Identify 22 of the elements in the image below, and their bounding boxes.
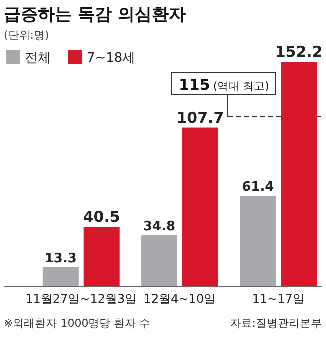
x-tick-label: 11월27일~12월3일 (26, 292, 138, 306)
data-label: 40.5 (83, 208, 120, 226)
x-tick-label: 11~17일 (252, 292, 305, 306)
data-label: 13.3 (44, 251, 77, 266)
chart-title: 급증하는 독감 의심환자 (4, 5, 186, 25)
bar (42, 267, 79, 287)
legend-label: 전체 (25, 51, 51, 66)
data-label: 107.7 (176, 108, 224, 127)
bar (142, 236, 178, 287)
legend-label: 7~18세 (87, 51, 136, 66)
data-label: 34.8 (144, 220, 176, 235)
text: ※외래환자 1000명당 환자 수 (4, 317, 151, 330)
ref-line-label: 115 (역대 최고) (179, 76, 270, 94)
data-label: 152.2 (275, 43, 323, 61)
bar (182, 128, 218, 287)
x-tick-label: 12월4~10일 (144, 292, 216, 306)
chart-subtitle: (단위:명) (4, 29, 50, 42)
bar (281, 62, 318, 287)
bar (84, 227, 120, 287)
text: 자료:질병관리본부 (230, 317, 322, 330)
data-label: 61.4 (242, 180, 274, 196)
bar (240, 196, 276, 287)
